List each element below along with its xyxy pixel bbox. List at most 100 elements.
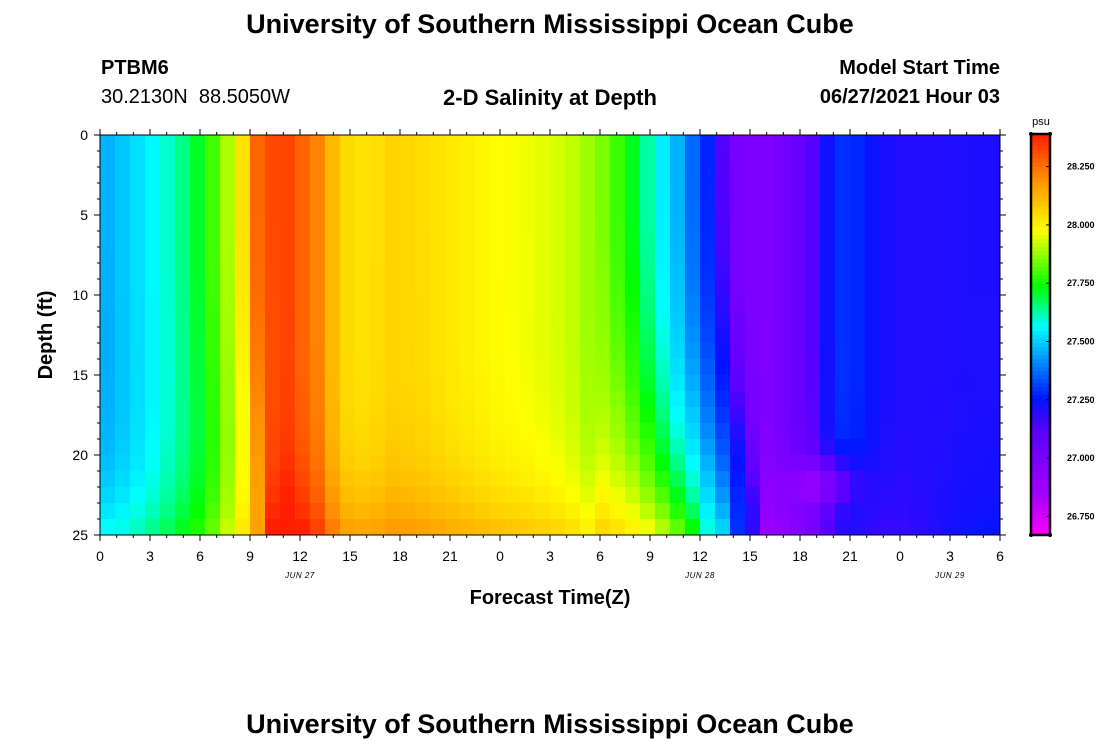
heatmap-cell (580, 279, 596, 296)
heatmap-cell (190, 359, 206, 376)
heatmap-cell (145, 455, 161, 472)
colorbar-segment (1031, 406, 1050, 412)
heatmap-cell (940, 231, 956, 248)
heatmap-cell (550, 503, 566, 520)
heatmap-cell (955, 135, 971, 152)
heatmap-cell (355, 231, 371, 248)
heatmap-cell (610, 263, 626, 280)
heatmap-cell (730, 135, 746, 152)
heatmap-cell (205, 167, 221, 184)
colorbar-tick-label: 26.750 (1067, 511, 1095, 521)
heatmap-cell (370, 519, 386, 536)
heatmap-cell (445, 439, 461, 456)
heatmap-cell (235, 231, 251, 248)
heatmap-cell (805, 247, 821, 264)
heatmap-cell (820, 295, 836, 312)
heatmap-cell (160, 375, 176, 392)
heatmap-cell (535, 199, 551, 216)
heatmap-cell (535, 375, 551, 392)
heatmap-cell (955, 199, 971, 216)
heatmap-cell (235, 423, 251, 440)
heatmap-cell (535, 471, 551, 488)
x-tick-label: 0 (496, 548, 504, 564)
heatmap-cell (670, 135, 686, 152)
colorbar-segment (1031, 506, 1050, 512)
heatmap-cell (445, 199, 461, 216)
heatmap-cell (895, 231, 911, 248)
heatmap-cell (355, 519, 371, 536)
heatmap-cell (115, 487, 131, 504)
heatmap-cell (910, 247, 926, 264)
heatmap-cell (310, 231, 326, 248)
heatmap-cell (670, 391, 686, 408)
heatmap-cell (415, 343, 431, 360)
colorbar-segment (1031, 206, 1050, 211)
heatmap-cell (745, 183, 761, 200)
heatmap-cell (100, 327, 116, 344)
heatmap-cell (580, 503, 596, 520)
heatmap-cell (325, 391, 341, 408)
heatmap-cell (430, 135, 446, 152)
heatmap-cell (670, 375, 686, 392)
heatmap-cell (355, 343, 371, 360)
heatmap-cell (310, 135, 326, 152)
heatmap-cell (100, 471, 116, 488)
heatmap-cell (865, 487, 881, 504)
heatmap-cell (100, 455, 116, 472)
heatmap-cell (460, 247, 476, 264)
heatmap-cell (175, 439, 191, 456)
heatmap-cell (775, 519, 791, 536)
heatmap-cell (910, 407, 926, 424)
heatmap-cell (640, 231, 656, 248)
heatmap-cell (955, 183, 971, 200)
heatmap-cell (655, 135, 671, 152)
heatmap-cell (715, 167, 731, 184)
heatmap-cell (280, 487, 296, 504)
heatmap-cell (535, 391, 551, 408)
heatmap-cell (265, 391, 281, 408)
heatmap-cell (655, 295, 671, 312)
heatmap-cell (595, 311, 611, 328)
heatmap-cell (265, 151, 281, 168)
heatmap-cell (220, 359, 236, 376)
heatmap-cell (880, 487, 896, 504)
heatmap-cell (295, 391, 311, 408)
heatmap-cell (295, 375, 311, 392)
heatmap-cell (175, 423, 191, 440)
heatmap-cell (535, 263, 551, 280)
heatmap-cell (460, 503, 476, 520)
heatmap-cell (310, 343, 326, 360)
heatmap-cell (700, 407, 716, 424)
heatmap-cell (865, 167, 881, 184)
heatmap-cell (445, 519, 461, 536)
heatmap-cell (520, 135, 536, 152)
heatmap-cell (820, 391, 836, 408)
heatmap-cell (595, 327, 611, 344)
heatmap-cell (475, 359, 491, 376)
heatmap-cell (565, 343, 581, 360)
heatmap-cell (205, 199, 221, 216)
heatmap-cell (850, 311, 866, 328)
heatmap-cell (910, 199, 926, 216)
heatmap-cell (610, 231, 626, 248)
heatmap-cell (520, 263, 536, 280)
heatmap-cell (955, 519, 971, 536)
heatmap-cell (685, 391, 701, 408)
heatmap-cell (670, 295, 686, 312)
heatmap-cell (880, 279, 896, 296)
heatmap-cell (685, 247, 701, 264)
heatmap-cell (340, 455, 356, 472)
heatmap-cell (355, 455, 371, 472)
heatmap-cell (835, 375, 851, 392)
heatmap-cell (505, 407, 521, 424)
heatmap-cell (835, 407, 851, 424)
heatmap-cell (940, 167, 956, 184)
heatmap-cell (940, 215, 956, 232)
heatmap-cell (760, 503, 776, 520)
heatmap-cell (640, 327, 656, 344)
heatmap-cell (730, 183, 746, 200)
heatmap-cell (325, 471, 341, 488)
heatmap-cell (385, 423, 401, 440)
heatmap-cell (205, 471, 221, 488)
